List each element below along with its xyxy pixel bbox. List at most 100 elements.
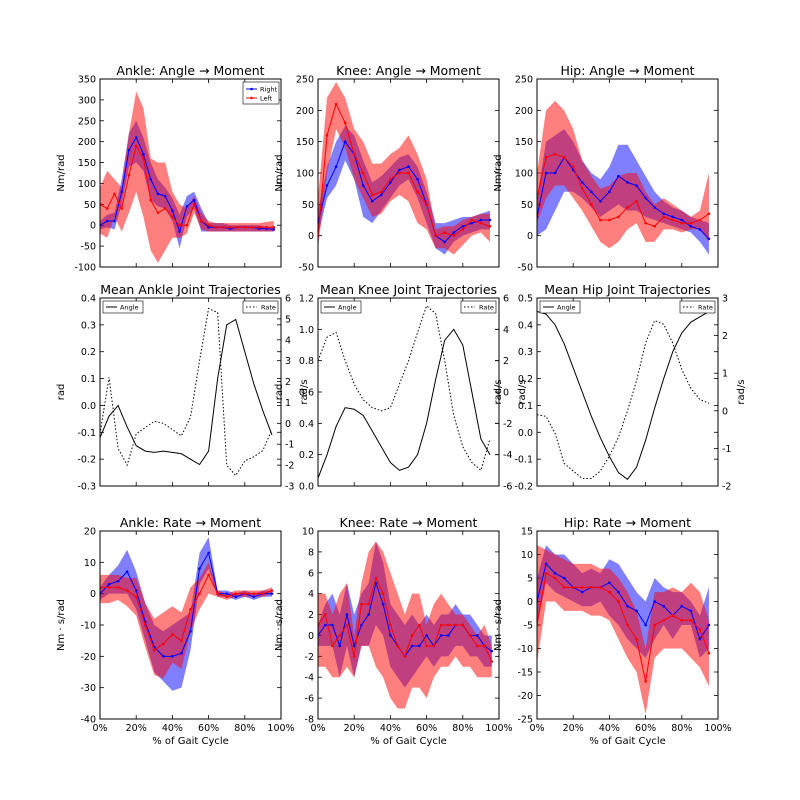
data-point: [113, 192, 116, 196]
data-point: [171, 633, 174, 636]
data-point: [452, 234, 456, 237]
axes-frame: [536, 297, 719, 487]
data-point: [127, 148, 131, 152]
y-axis-label: Nm · s/rad: [274, 599, 285, 651]
data-point: [265, 226, 268, 229]
y2-axis-label: rad/s: [517, 379, 528, 404]
y-tick-label: 6: [308, 568, 314, 579]
y2-tick-label: -3: [285, 482, 294, 493]
data-point: [142, 152, 145, 156]
y-tick-label: 20: [84, 527, 96, 538]
data-point: [434, 234, 437, 237]
data-point: [352, 644, 356, 648]
subplot-2: Hip: Angle → Moment Nm/rad -50 0 50 100 150 200…: [493, 63, 719, 274]
y2-tick-label: -2: [285, 461, 294, 472]
band-left: [100, 562, 272, 679]
legend-label: Left: [260, 94, 273, 102]
data-point: [698, 628, 702, 631]
data-point: [644, 680, 647, 683]
y-tick-label: -20: [80, 652, 96, 663]
data-point: [553, 576, 557, 580]
y2-axis-label: rad/s: [736, 379, 747, 404]
data-point: [250, 226, 254, 229]
data-point: [207, 226, 210, 229]
subplot-title: Ankle: Rate → Moment: [120, 515, 261, 530]
data-point: [198, 592, 201, 595]
data-point: [418, 623, 421, 627]
y-tick-label: 200: [78, 137, 96, 148]
legend-label: Angle: [338, 303, 357, 311]
series-line-angle: [318, 328, 491, 479]
data-point: [371, 193, 374, 197]
data-point: [171, 209, 174, 212]
data-point: [143, 623, 147, 627]
data-point: [653, 206, 656, 209]
data-point: [125, 570, 129, 574]
y-axis-label: Nm · s/rad: [56, 599, 67, 651]
data-point: [439, 634, 443, 637]
data-point: [475, 634, 479, 637]
y-tick-label: 15: [521, 527, 533, 538]
subplot-4: Mean Knee Joint Trajectories rad 0.0 0.2 0.4…: [274, 282, 528, 493]
data-point: [371, 199, 374, 203]
y-tick-label: 100: [296, 169, 314, 180]
data-point: [544, 156, 548, 159]
y-tick-label: 250: [296, 75, 314, 86]
data-point: [608, 581, 611, 584]
data-point: [270, 589, 274, 592]
y-axis-label: rad: [56, 384, 67, 401]
data-point: [475, 644, 479, 648]
data-point: [571, 586, 575, 589]
y2-tick-label: 6: [503, 294, 509, 305]
data-point: [214, 226, 218, 229]
data-point: [207, 551, 210, 555]
data-point: [178, 230, 181, 233]
data-point: [156, 192, 160, 196]
y-tick-label: -8: [305, 715, 314, 726]
x-axis-label: % of Gait Cycle: [589, 736, 666, 747]
data-point: [225, 592, 228, 595]
data-point: [352, 152, 356, 156]
plot-area: [318, 82, 492, 255]
data-point: [544, 572, 548, 575]
x-tick-label: 100%: [704, 723, 731, 734]
axes-frame: [317, 530, 500, 720]
legend-right: Rate: [679, 300, 716, 314]
data-point: [544, 562, 548, 566]
y-tick-label: 0: [90, 221, 96, 232]
y-tick-label: 0: [527, 231, 533, 242]
data-point: [127, 173, 131, 177]
y-tick-label: 0.3: [518, 347, 533, 358]
axes-frame: [99, 78, 282, 268]
x-tick-label: 60%: [416, 723, 437, 734]
data-point: [452, 231, 456, 234]
data-point: [162, 655, 165, 658]
series-line-right: [537, 562, 710, 641]
data-point: [407, 165, 410, 169]
data-point: [470, 221, 474, 225]
data-point: [380, 190, 383, 194]
x-tick-label: 80%: [234, 723, 255, 734]
y-tick-label: -2: [305, 652, 314, 663]
data-point: [323, 613, 327, 616]
y-tick-label: -25: [517, 715, 533, 726]
legend-box: [679, 300, 716, 314]
y2-tick-label: 2: [503, 356, 509, 367]
data-point: [192, 203, 196, 206]
data-point: [389, 634, 392, 637]
y-tick-label: 1.0: [299, 325, 314, 336]
data-point: [162, 642, 165, 646]
band-left: [318, 541, 492, 709]
data-point: [198, 567, 201, 570]
data-point: [707, 623, 711, 627]
legend-box: [242, 300, 279, 314]
y-tick-label: 0: [308, 631, 314, 642]
data-point: [416, 177, 419, 181]
y2-tick-label: 5: [285, 314, 291, 325]
subplot-title: Knee: Angle → Moment: [336, 63, 481, 78]
data-point: [149, 198, 152, 202]
data-point: [671, 215, 675, 219]
y-tick-label: -50: [298, 263, 314, 274]
axes-frame: [99, 530, 282, 720]
y-tick-label: 0: [308, 231, 314, 242]
